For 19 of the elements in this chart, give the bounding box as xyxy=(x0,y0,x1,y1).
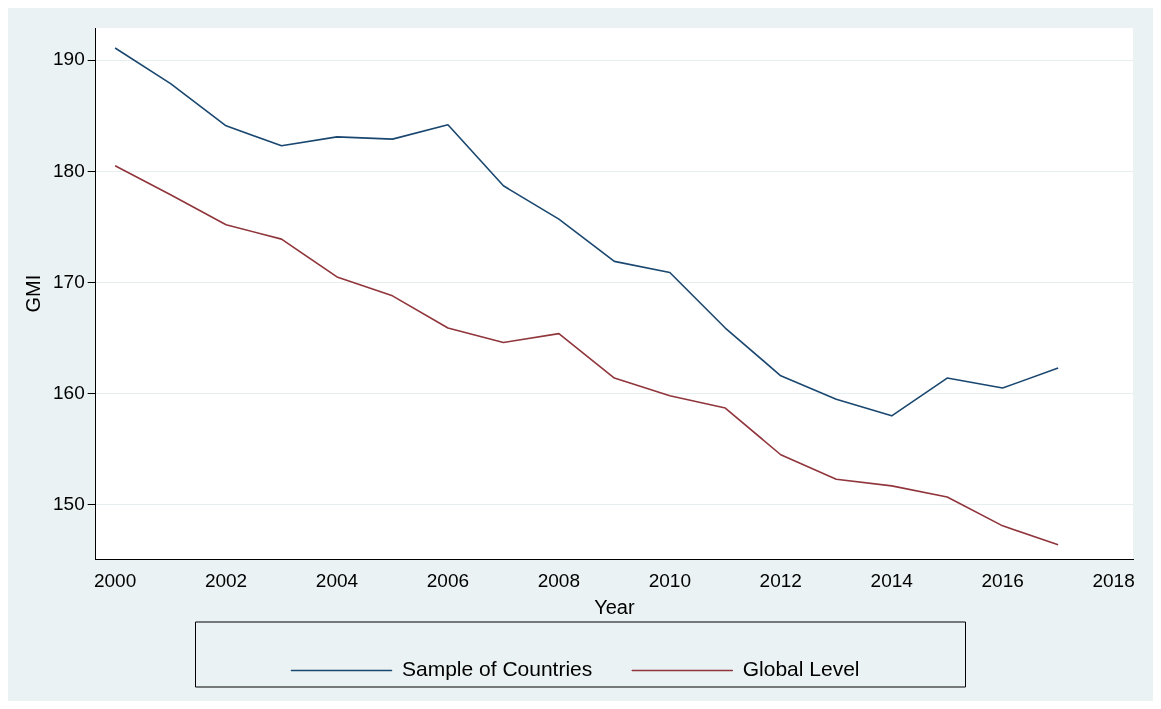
y-tick-label: 170 xyxy=(53,270,85,292)
legend-label: Global Level xyxy=(742,657,860,681)
legend-label: Sample of Countries xyxy=(402,657,593,681)
y-tick-label: 160 xyxy=(53,381,85,403)
y-tick-label: 190 xyxy=(53,48,85,70)
y-axis-title: GMI xyxy=(21,274,44,313)
y-tick-label: 180 xyxy=(53,159,85,181)
y-tick-label: 150 xyxy=(53,492,85,514)
x-tick-label: 2016 xyxy=(981,569,1024,591)
x-tick-label: 2018 xyxy=(1092,569,1135,591)
x-tick-label: 2008 xyxy=(537,569,581,591)
x-axis-title: Year xyxy=(594,595,635,618)
x-tick-label: 2000 xyxy=(93,569,137,591)
x-tick-label: 2014 xyxy=(870,569,914,591)
x-tick-label: 2002 xyxy=(204,569,248,591)
x-tick-label: 2012 xyxy=(759,569,802,591)
x-tick-label: 2004 xyxy=(315,569,359,591)
x-tick-label: 2010 xyxy=(648,569,691,591)
x-tick-label: 2006 xyxy=(426,569,470,591)
